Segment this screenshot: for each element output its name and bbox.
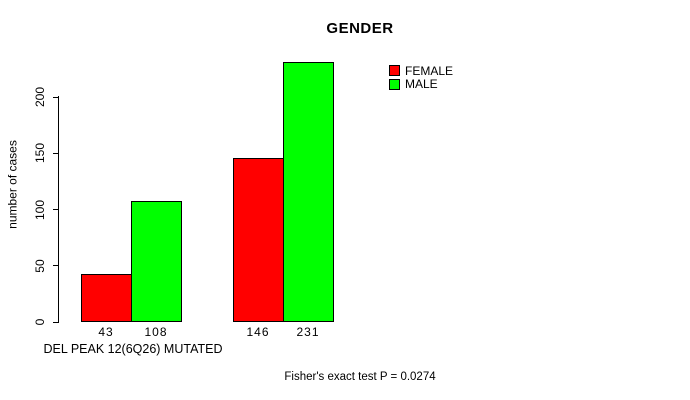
bar-value-label: 43 bbox=[98, 325, 114, 339]
y-tick-label: 50 bbox=[33, 259, 47, 273]
y-tick bbox=[53, 209, 59, 210]
legend: FEMALE MALE bbox=[389, 64, 453, 91]
legend-label: FEMALE bbox=[405, 63, 454, 78]
bar-female-group1 bbox=[80, 273, 132, 322]
y-tick-label: 150 bbox=[33, 143, 47, 164]
legend-swatch-female bbox=[389, 65, 400, 77]
y-tick-label: 200 bbox=[33, 86, 47, 108]
legend-swatch-male bbox=[389, 78, 400, 90]
bar-male-group1 bbox=[130, 200, 182, 322]
y-tick-label: 100 bbox=[33, 199, 47, 220]
annotation-text: Fisher's exact test P = 0.0274 bbox=[284, 371, 436, 383]
bar-value-label: 146 bbox=[246, 325, 270, 339]
legend-label: MALE bbox=[405, 77, 438, 92]
y-tick bbox=[53, 265, 59, 267]
y-tick bbox=[53, 152, 59, 154]
y-tick bbox=[53, 321, 59, 323]
bar-value-label: 231 bbox=[296, 325, 320, 339]
bar-female-group2 bbox=[232, 157, 284, 322]
bar-value-label: 108 bbox=[144, 325, 168, 339]
legend-item-female: FEMALE bbox=[389, 64, 453, 78]
bar-male-group2 bbox=[282, 62, 334, 322]
x-axis-label: DEL PEAK 12(6Q26) MUTATED bbox=[43, 342, 223, 356]
chart-title: GENDER bbox=[326, 20, 394, 37]
legend-item-male: MALE bbox=[389, 78, 453, 92]
y-tick-label: 0 bbox=[33, 318, 47, 326]
y-tick bbox=[53, 96, 59, 98]
y-axis-label: number of cases bbox=[5, 140, 20, 229]
